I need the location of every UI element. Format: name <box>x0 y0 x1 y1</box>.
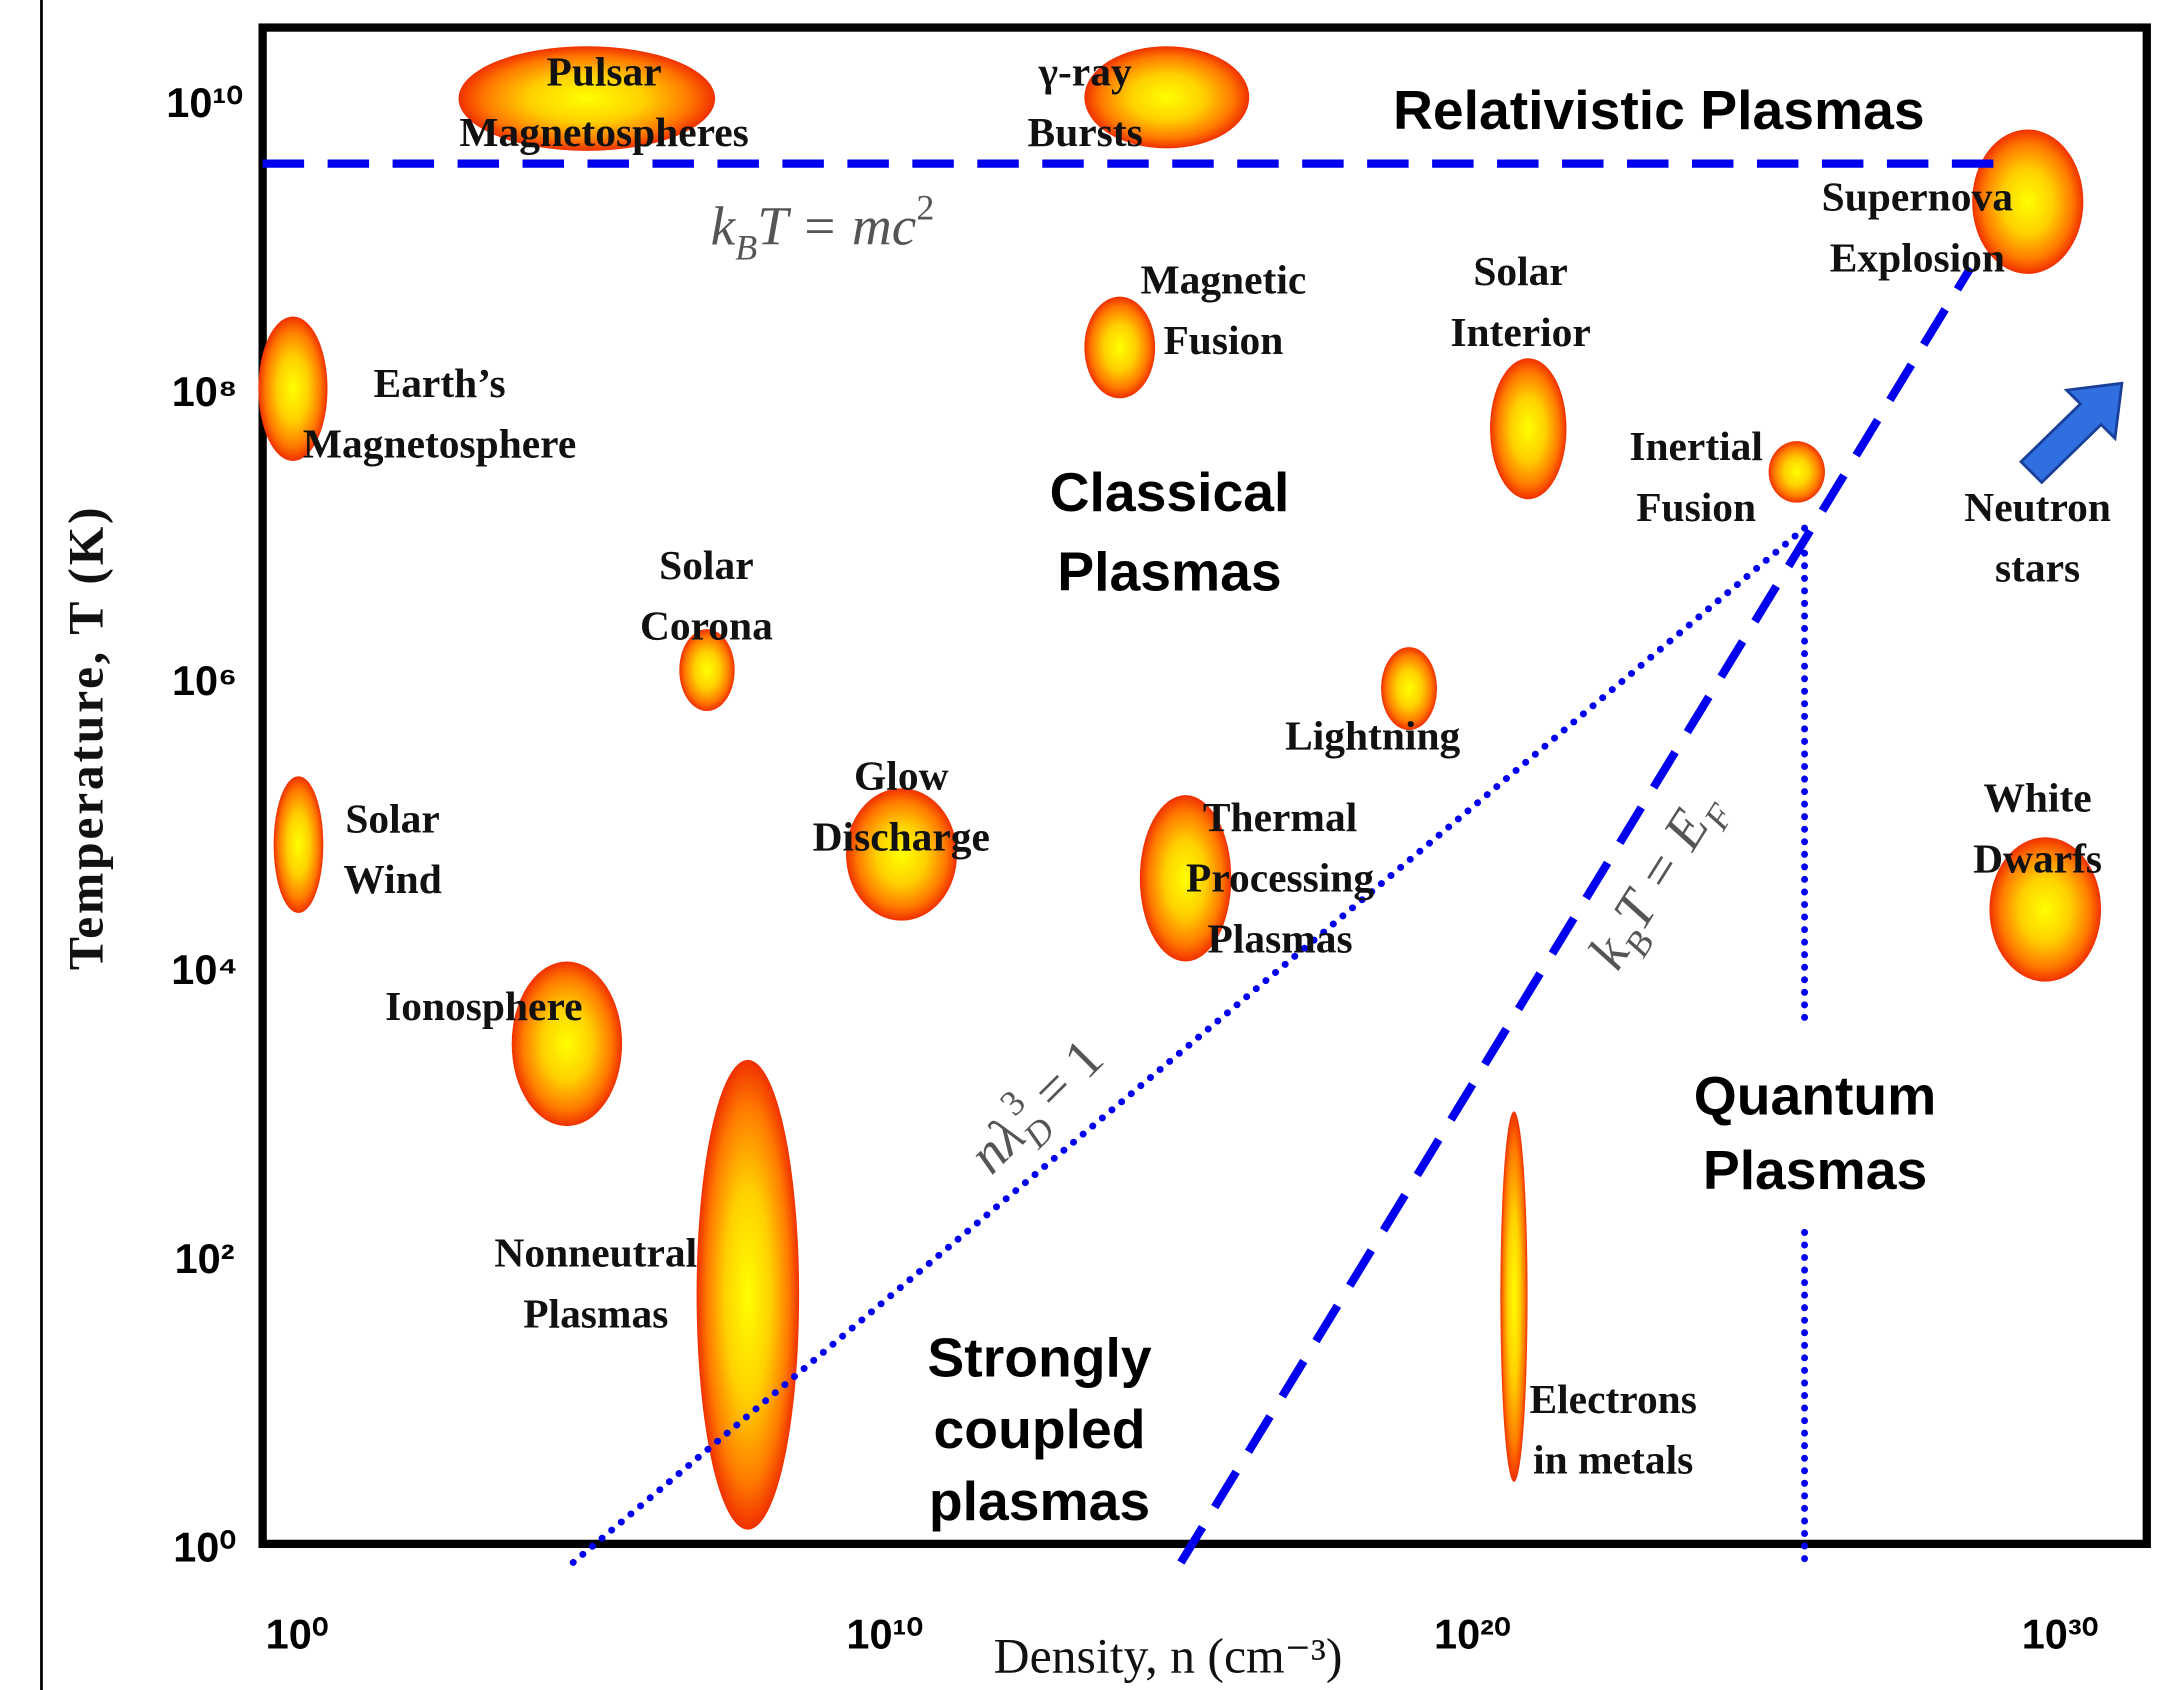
page: {"chart_data": { "type": "regions", "xla… <box>0 0 2162 1690</box>
zone-label: Classical <box>1050 461 1290 523</box>
y-tick-label: 10² <box>175 1236 235 1282</box>
zone-label: Relativistic Plasmas <box>1393 79 1925 141</box>
region-label: Discharge <box>813 813 990 859</box>
region-label: Processing <box>1186 855 1374 901</box>
region <box>1084 297 1155 399</box>
y-tick-label: 10¹⁰ <box>166 80 243 126</box>
y-tick-label: 10⁸ <box>172 369 238 415</box>
region-label: Glow <box>854 753 949 799</box>
region-label: Bursts <box>1028 109 1143 155</box>
region-label: Solar <box>345 795 439 841</box>
x-tick-label: 10¹⁰ <box>846 1612 923 1658</box>
region-label: Plasmas <box>523 1290 668 1336</box>
region-label: Explosion <box>1830 234 2005 280</box>
region-label: Wind <box>343 856 441 902</box>
region-label: Magnetic <box>1140 257 1306 303</box>
region-label: γ-ray <box>1038 48 1132 94</box>
region-label: Electrons <box>1530 1376 1697 1422</box>
region-label: Fusion <box>1163 317 1283 363</box>
zone-label: Plasmas <box>1703 1139 1927 1201</box>
region-label: Supernova <box>1822 174 2014 220</box>
y-tick-label: 10⁴ <box>171 947 238 993</box>
region-label: Inertial <box>1629 423 1763 469</box>
annotation: stars <box>1995 545 2080 591</box>
region <box>1500 1111 1527 1481</box>
region-label: Corona <box>640 602 773 648</box>
region <box>1769 441 1825 503</box>
region-label: Solar <box>659 542 753 588</box>
formula-part: B <box>735 228 757 268</box>
region-label: Plasmas <box>1207 915 1352 961</box>
neutron-star-arrow <box>2021 383 2122 482</box>
region <box>274 776 324 913</box>
x-tick-label: 10³⁰ <box>2022 1612 2099 1658</box>
region-label: in metals <box>1533 1436 1693 1482</box>
region-label: Dwarfs <box>1973 835 2102 881</box>
y-tick-label: 10⁰ <box>173 1525 236 1571</box>
y-axis-label: Temperature, T (K) <box>59 505 114 970</box>
formula-part: k <box>711 195 737 256</box>
zone-label: Plasmas <box>1057 541 1281 603</box>
chart: 10⁰ 10¹⁰ 10²⁰ 10³⁰ 10⁰ 10² 10⁴ 10⁶ 10⁸ 10¹⁰ Pulsar… <box>0 0 2162 1690</box>
region-label: Nonneutral <box>494 1230 697 1276</box>
zone-label: Strongly <box>927 1327 1151 1389</box>
plot-texts: 10⁰ 10¹⁰ 10²⁰ 10³⁰ 10⁰ 10² 10⁴ 10⁶ 10⁸ 10¹⁰ Pulsar… <box>166 48 2111 1657</box>
formula-label: nλD3 = 1 <box>951 1021 1123 1192</box>
zone-label: plasmas <box>929 1470 1150 1532</box>
x-axis-label: Density, n (cm⁻³) <box>994 1629 1343 1684</box>
region-label: Earth’s <box>374 360 506 406</box>
annotation: Neutron <box>1964 484 2111 530</box>
region-label: Magnetosphere <box>303 421 576 467</box>
region-label: Fusion <box>1636 484 1756 530</box>
region-label: Ionosphere <box>385 983 582 1029</box>
region-label: White <box>1983 775 2091 821</box>
x-tick-label: 10⁰ <box>266 1612 329 1658</box>
formula-label: kBT = mc2 <box>711 188 935 268</box>
zone-label: coupled <box>934 1398 1146 1460</box>
region-label: Solar <box>1473 248 1567 294</box>
region-label: Lightning <box>1285 713 1460 759</box>
zone-label: Quantum <box>1694 1065 1937 1127</box>
region <box>697 1060 800 1530</box>
formula-part: T = mc <box>757 195 916 256</box>
region-label: Magnetospheres <box>459 109 748 155</box>
region-label: Interior <box>1450 309 1590 355</box>
y-tick-label: 10⁶ <box>172 658 237 704</box>
region-label: Pulsar <box>546 48 661 94</box>
formula-part: 2 <box>916 188 934 228</box>
region <box>1490 358 1566 499</box>
x-tick-label: 10²⁰ <box>1434 1612 1511 1658</box>
region-label: Thermal <box>1203 794 1357 840</box>
